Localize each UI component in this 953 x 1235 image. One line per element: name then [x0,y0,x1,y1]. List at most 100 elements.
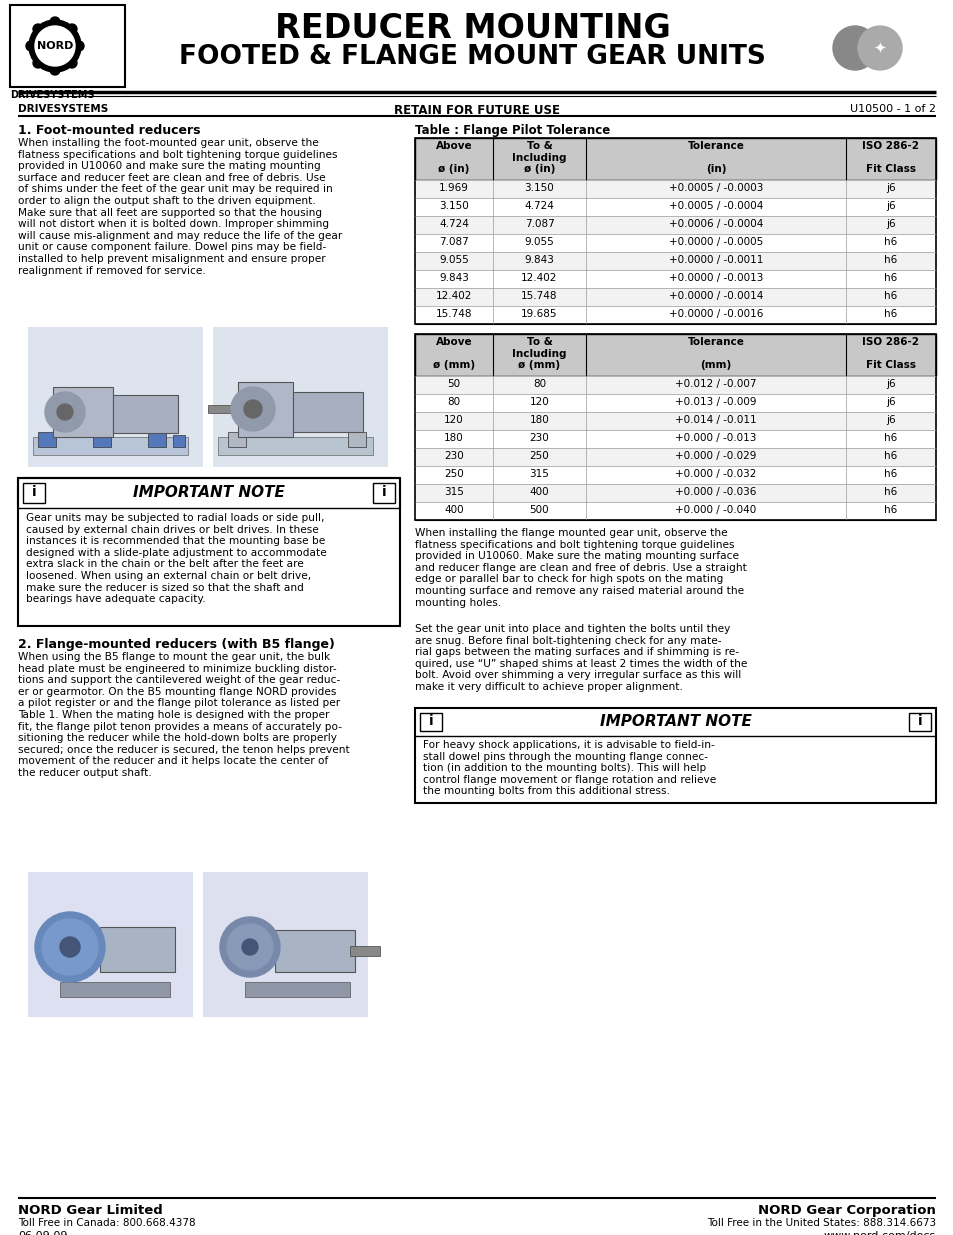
Bar [208,405,233,412]
Circle shape [50,65,60,75]
Text: ISO 286-2

Fit Class: ISO 286-2 Fit Class [862,337,919,370]
Bar [53,387,112,437]
Circle shape [50,17,60,27]
Circle shape [33,58,43,68]
Text: Set the gear unit into place and tighten the bolts until they
are snug. Before f: Set the gear unit into place and tighten… [415,624,746,692]
Text: 19.685: 19.685 [520,309,558,319]
Text: Above

ø (mm): Above ø (mm) [433,337,475,370]
Bar [415,466,935,484]
Text: 4.724: 4.724 [524,201,554,211]
Circle shape [857,26,901,70]
Bar [415,216,935,233]
Text: h6: h6 [883,433,897,443]
Text: 7.087: 7.087 [524,219,554,228]
Text: 230: 230 [444,451,463,461]
Circle shape [42,919,98,974]
Text: When using the B5 flange to mount the gear unit, the bulk
head plate must be eng: When using the B5 flange to mount the ge… [18,652,350,778]
Bar [908,713,930,731]
Text: +0.0000 / -0.0011: +0.0000 / -0.0011 [668,254,762,266]
Bar [415,333,935,375]
Text: ✦: ✦ [873,41,885,56]
Bar [10,5,125,86]
Text: j6: j6 [885,396,895,408]
Text: j6: j6 [885,219,895,228]
Text: 120: 120 [444,415,463,425]
Bar [415,270,935,288]
Bar [415,501,935,520]
Text: IMPORTANT NOTE: IMPORTANT NOTE [598,714,751,729]
Text: 250: 250 [444,469,463,479]
Text: 9.055: 9.055 [524,237,554,247]
Text: DRIVESYSTEMS: DRIVESYSTEMS [10,90,94,100]
Text: j6: j6 [885,201,895,211]
Bar [92,435,111,447]
Text: 80: 80 [447,396,460,408]
Bar [415,138,935,180]
Text: i: i [31,485,36,499]
Text: Above

ø (in): Above ø (in) [436,141,472,174]
Bar [274,930,355,972]
Text: 120: 120 [529,396,549,408]
Bar [350,946,379,956]
Text: +0.0005 / -0.0004: +0.0005 / -0.0004 [668,201,762,211]
Bar [415,138,935,324]
Text: j6: j6 [885,183,895,193]
Bar [415,375,935,394]
Bar [293,391,363,432]
Text: FOOTED & FLANGE MOUNT GEAR UNITS: FOOTED & FLANGE MOUNT GEAR UNITS [179,44,765,70]
Bar [348,432,366,447]
Text: 06.09.09: 06.09.09 [18,1231,68,1235]
Circle shape [244,400,262,417]
Bar [373,483,395,503]
Text: 250: 250 [529,451,549,461]
Text: +0.013 / -0.009: +0.013 / -0.009 [675,396,756,408]
Bar [419,713,441,731]
Text: 9.843: 9.843 [438,273,469,283]
Circle shape [60,937,80,957]
Bar [172,435,185,447]
Text: For heavy shock applications, it is advisable to field-in-
stall dowel pins thro: For heavy shock applications, it is advi… [422,740,716,797]
Circle shape [35,26,75,65]
Bar [148,432,166,447]
Bar [415,306,935,324]
Text: 230: 230 [529,433,549,443]
Text: Gear units may be subjected to radial loads or side pull,
caused by external cha: Gear units may be subjected to radial lo… [26,513,327,604]
Bar [415,708,935,803]
Text: i: i [917,714,922,727]
Text: h6: h6 [883,469,897,479]
Text: Toll Free in Canada: 800.668.4378: Toll Free in Canada: 800.668.4378 [18,1218,195,1228]
Text: NORD: NORD [37,41,73,51]
Bar [218,437,373,454]
Text: 400: 400 [444,505,463,515]
Bar [28,327,203,467]
Circle shape [67,23,77,35]
Circle shape [227,924,273,969]
Bar [23,483,45,503]
Text: +0.0000 / -0.0013: +0.0000 / -0.0013 [668,273,762,283]
Text: 12.402: 12.402 [520,273,558,283]
Bar [18,478,399,626]
Circle shape [67,58,77,68]
Bar [228,432,246,447]
Text: 12.402: 12.402 [436,291,472,301]
Bar [415,448,935,466]
Circle shape [33,23,43,35]
Text: When installing the foot-mounted gear unit, observe the
flatness specifications : When installing the foot-mounted gear un… [18,138,342,275]
Circle shape [45,391,85,432]
Text: 400: 400 [529,487,549,496]
Text: 3.150: 3.150 [438,201,468,211]
Text: www.nord.com/docs: www.nord.com/docs [822,1231,935,1235]
Text: h6: h6 [883,291,897,301]
Text: To &
Including
ø (mm): To & Including ø (mm) [512,337,566,370]
Text: i: i [381,485,386,499]
Bar [213,327,388,467]
Text: REDUCER MOUNTING: REDUCER MOUNTING [274,12,670,44]
Text: 80: 80 [533,379,545,389]
Text: ISO 286-2

Fit Class: ISO 286-2 Fit Class [862,141,919,174]
Bar [415,233,935,252]
Text: 9.843: 9.843 [524,254,554,266]
Text: When installing the flange mounted gear unit, observe the
flatness specification: When installing the flange mounted gear … [415,529,746,608]
Text: h6: h6 [883,273,897,283]
Text: 180: 180 [529,415,549,425]
Text: +0.0000 / -0.0014: +0.0000 / -0.0014 [668,291,762,301]
